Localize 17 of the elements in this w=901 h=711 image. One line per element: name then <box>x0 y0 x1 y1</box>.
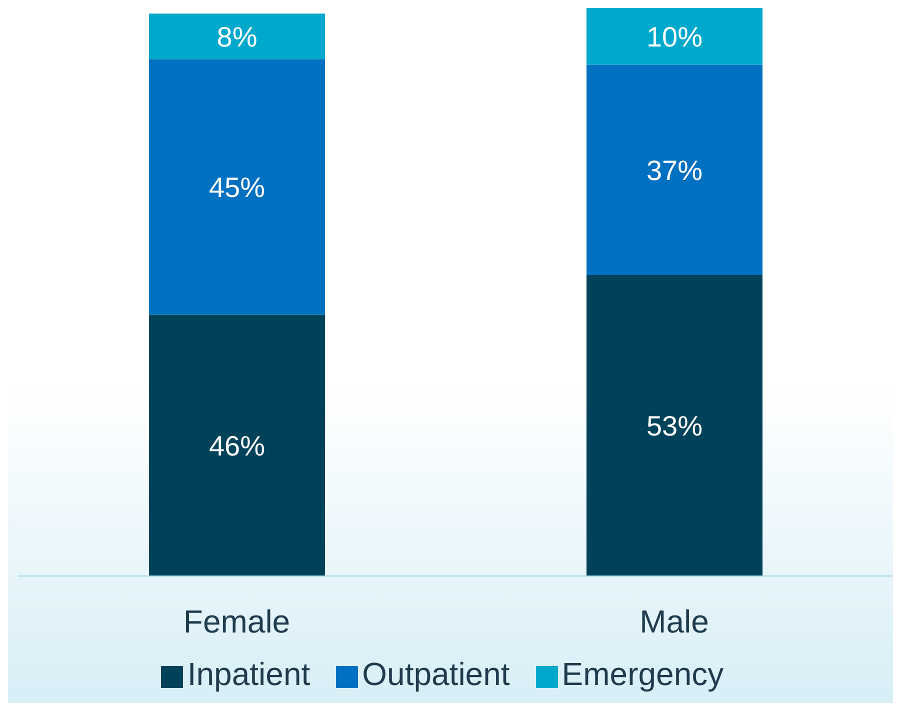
bar <box>149 14 325 60</box>
data-label: 45% <box>208 172 266 203</box>
bar <box>586 274 762 576</box>
data-label: 8% <box>216 21 258 52</box>
bar <box>586 64 762 275</box>
data-label: 46% <box>208 430 266 462</box>
legend-label: Inpatient <box>187 656 310 692</box>
x-tick-label: Female <box>183 604 290 640</box>
x-tick-label: Male <box>640 604 709 640</box>
data-label: 37% <box>646 154 703 186</box>
bar <box>586 8 762 65</box>
bar <box>149 314 325 576</box>
data-label: 53% <box>646 410 703 442</box>
legend-label: Outpatient <box>362 656 510 692</box>
legend-label: Emergency <box>562 656 724 692</box>
data-label: 10% <box>646 21 703 52</box>
bar <box>149 59 325 315</box>
